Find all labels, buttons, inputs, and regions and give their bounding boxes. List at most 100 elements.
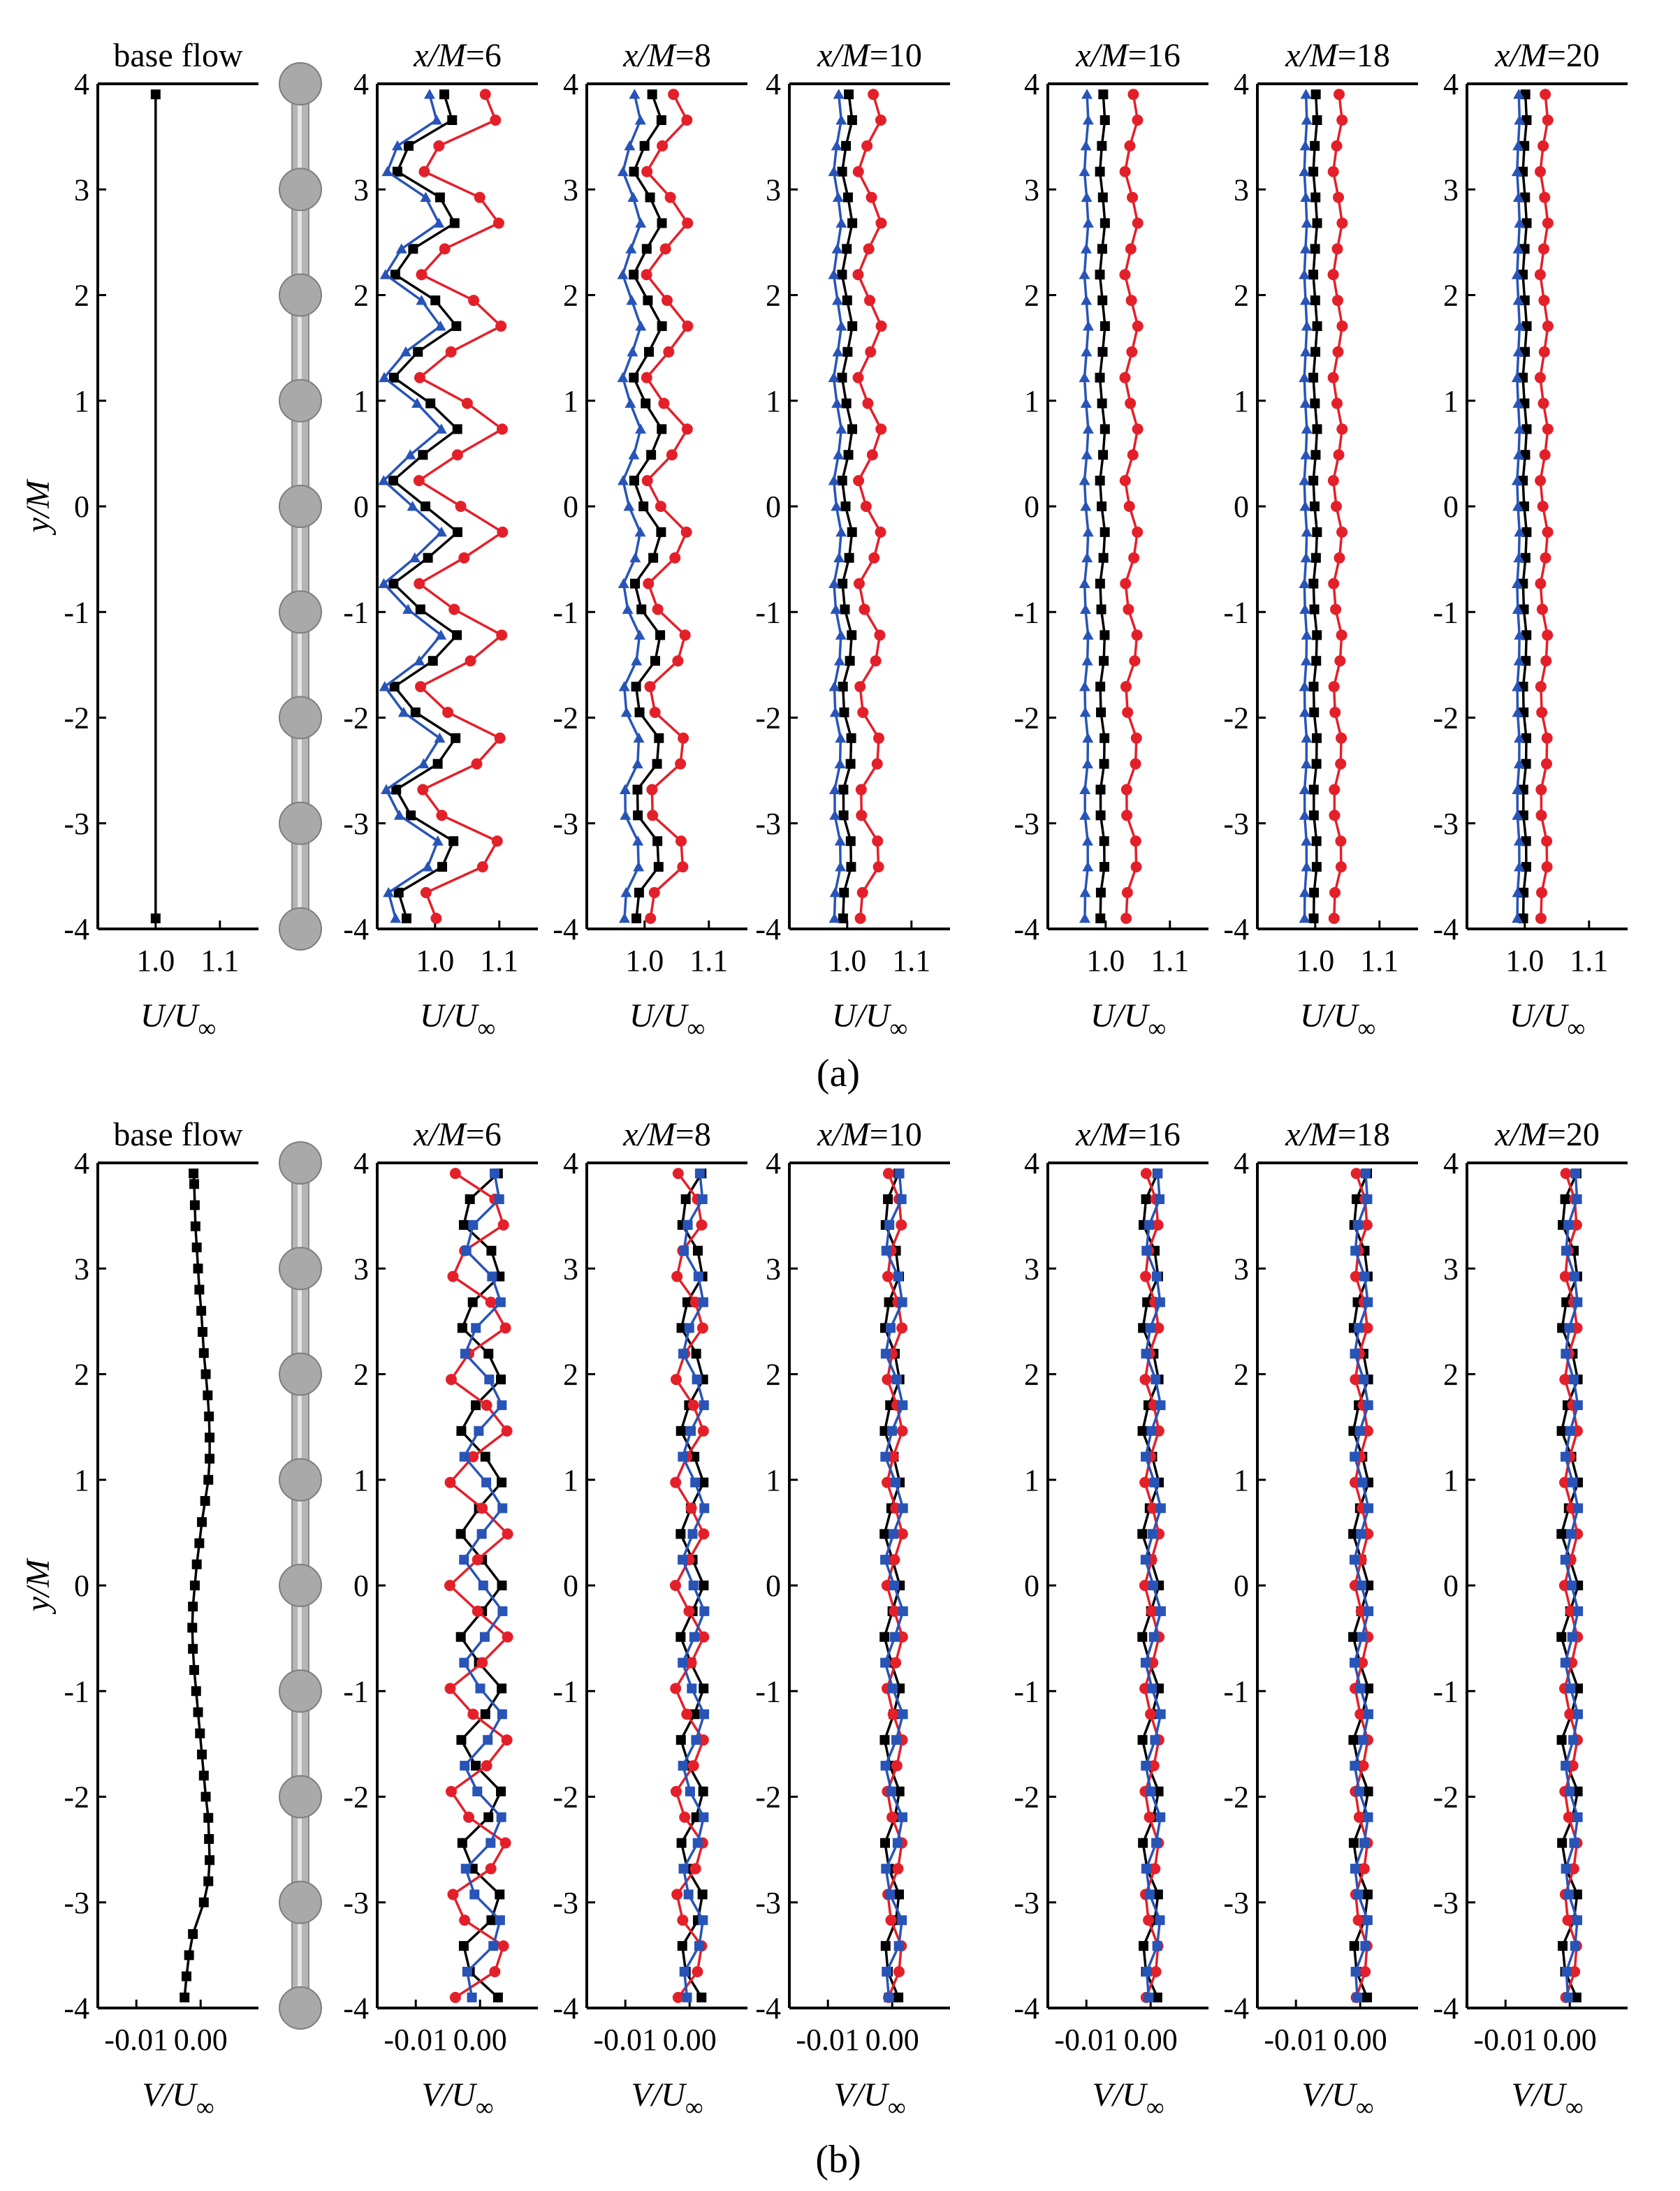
data-point-blue	[1354, 1786, 1364, 1796]
data-point-black	[393, 888, 404, 898]
y-tick-label: -3	[1223, 1886, 1249, 1920]
sphere-icon	[279, 590, 322, 634]
panel-title-a-6: x/M=20	[1494, 37, 1600, 74]
data-point-black	[197, 1327, 207, 1337]
data-point-red	[1542, 320, 1554, 332]
data-point-blue	[832, 346, 844, 357]
y-tick-label: -4	[1223, 912, 1249, 946]
data-point-red	[861, 140, 873, 152]
data-point-blue	[400, 346, 411, 357]
data-point-black	[203, 1812, 214, 1823]
data-point-blue	[1141, 1967, 1152, 1977]
x-tick-label: 1.0	[828, 944, 866, 978]
data-point-blue	[434, 320, 446, 331]
y-tick-label: 4	[353, 67, 369, 101]
data-point-blue	[629, 552, 641, 563]
xlabel-b-3: V/U∞	[834, 2076, 906, 2121]
data-point-black	[1308, 270, 1319, 280]
data-point-red	[491, 835, 503, 847]
data-point-blue	[691, 1735, 701, 1745]
data-point-red	[1147, 1502, 1159, 1514]
data-point-blue	[1141, 1863, 1151, 1874]
data-point-red	[413, 475, 425, 487]
data-point-red	[687, 1399, 699, 1411]
y-tick-label: 0	[74, 490, 89, 524]
data-point-blue	[1299, 501, 1311, 511]
rod-spheres-a	[279, 62, 322, 951]
data-point-blue	[833, 449, 845, 460]
data-point-blue	[381, 166, 393, 177]
sphere-icon	[279, 62, 322, 105]
data-point-blue	[887, 1683, 898, 1694]
data-point-black	[1561, 1297, 1572, 1307]
panel-title-a-0: base flow	[113, 37, 243, 74]
data-point-blue	[395, 243, 407, 254]
y-tick-label: -3	[1014, 807, 1039, 841]
data-point-black	[1310, 398, 1320, 409]
data-point-blue	[1300, 552, 1312, 563]
data-point-black	[1095, 784, 1106, 795]
ylabel-a: y/M	[20, 478, 57, 536]
data-point-red	[875, 217, 887, 229]
data-point-red	[463, 1811, 475, 1823]
data-point-blue	[889, 1581, 899, 1590]
data-point-red	[1153, 1322, 1164, 1334]
data-point-blue	[1299, 269, 1310, 279]
data-point-black	[1310, 450, 1321, 460]
data-point-red	[1333, 89, 1345, 101]
x-tick-label: -0.01	[1473, 2023, 1537, 2057]
data-point-black	[1310, 140, 1320, 151]
data-point-black	[842, 346, 853, 357]
data-point-blue	[485, 1838, 496, 1848]
data-point-blue	[699, 1400, 709, 1410]
data-point-red	[856, 809, 868, 821]
data-point-blue	[678, 1863, 689, 1874]
data-point-blue	[1512, 295, 1524, 305]
y-tick-label: 3	[563, 173, 578, 207]
data-point-blue	[435, 423, 447, 434]
data-point-red	[468, 295, 480, 307]
data-point-blue	[390, 912, 402, 923]
data-point-black	[388, 476, 399, 486]
data-point-blue	[1299, 603, 1311, 614]
data-point-red	[1331, 501, 1343, 512]
data-point-black	[676, 1838, 687, 1848]
data-point-blue	[1512, 397, 1524, 408]
sphere-icon	[279, 1564, 322, 1607]
data-point-black	[1100, 115, 1110, 125]
y-tick-label: -2	[1014, 701, 1039, 735]
data-point-red	[698, 1631, 710, 1643]
data-point-blue	[835, 732, 847, 743]
data-point-blue	[687, 1529, 698, 1539]
data-point-red	[447, 1889, 459, 1900]
data-point-red	[414, 372, 425, 383]
data-point-black	[497, 1581, 507, 1590]
data-point-red	[1541, 732, 1553, 744]
data-point-blue	[832, 295, 843, 305]
data-point-black	[656, 115, 666, 125]
data-point-black	[150, 89, 161, 100]
data-point-black	[689, 1709, 700, 1720]
data-point-black	[1098, 450, 1109, 460]
data-point-red	[1560, 1168, 1572, 1180]
y-tick-label: 3	[1443, 173, 1459, 207]
data-point-blue	[497, 1503, 508, 1514]
panel-title-a-4: x/M=16	[1075, 37, 1181, 74]
data-point-red	[855, 784, 867, 796]
data-point-blue	[628, 449, 640, 460]
data-point-red	[1334, 552, 1345, 564]
y-tick-label: 2	[563, 1358, 578, 1392]
data-point-blue	[1155, 1400, 1166, 1410]
data-point-black	[1351, 1194, 1361, 1204]
data-point-black	[629, 476, 639, 486]
data-point-black	[483, 1349, 494, 1359]
data-point-blue	[1566, 1529, 1577, 1539]
sphere-icon	[279, 1669, 322, 1713]
y-tick-label: -2	[1014, 1780, 1039, 1815]
data-point-blue	[1359, 1271, 1370, 1282]
data-point-blue	[1350, 1761, 1360, 1771]
data-point-black	[205, 1453, 215, 1464]
data-point-blue	[1081, 89, 1093, 99]
data-point-blue	[433, 217, 445, 228]
y-tick-label: -1	[1433, 1674, 1459, 1708]
